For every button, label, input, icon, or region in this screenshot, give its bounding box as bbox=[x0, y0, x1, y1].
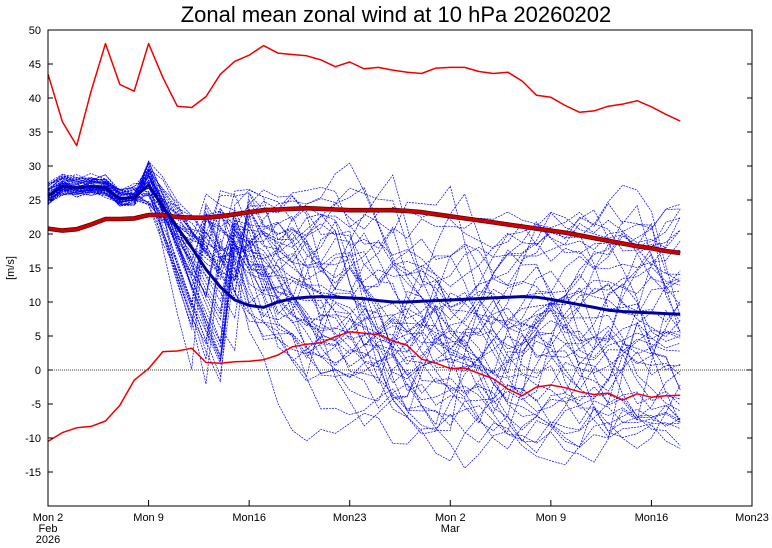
ensemble-member-line bbox=[47, 178, 681, 367]
y-tick-label: -10 bbox=[25, 433, 41, 445]
ensemble-member-line bbox=[47, 184, 681, 343]
ensemble-member-line bbox=[47, 174, 681, 466]
y-tick-label: 20 bbox=[29, 229, 41, 241]
y-tick-label: 40 bbox=[29, 93, 41, 105]
y-tick-label: -5 bbox=[31, 399, 41, 411]
ensemble-member-line bbox=[47, 160, 681, 375]
ensemble-member-line bbox=[47, 160, 681, 402]
ensemble-mean-line bbox=[47, 183, 681, 316]
ensemble-member-line bbox=[47, 160, 681, 406]
y-tick-label: 25 bbox=[29, 195, 41, 207]
ensemble-member-line bbox=[47, 179, 681, 378]
ensemble-member-line bbox=[47, 172, 681, 402]
ensemble-member-line bbox=[47, 182, 681, 462]
y-tick-label: 5 bbox=[35, 331, 41, 343]
chart-title: Zonal mean zonal wind at 10 hPa 20260202 bbox=[181, 2, 612, 27]
plot-frame bbox=[47, 29, 753, 507]
x-tick-label: Mon 9 bbox=[133, 512, 164, 524]
ensemble-member-line bbox=[47, 178, 681, 431]
y-tick-label: 35 bbox=[29, 127, 41, 139]
climatological-mean-line bbox=[47, 206, 681, 255]
ensemble-member-line bbox=[47, 178, 681, 370]
x-tick-label: Mon23 bbox=[333, 512, 367, 524]
historical-minimum-line bbox=[47, 331, 681, 443]
ensemble-member-line bbox=[47, 162, 681, 442]
ensemble-member-line bbox=[47, 183, 681, 432]
ensemble-member-line bbox=[47, 174, 681, 426]
x-tick-label: Mon23 bbox=[735, 512, 769, 524]
ensemble-member-line bbox=[47, 182, 681, 399]
series-layer bbox=[47, 42, 681, 443]
ensemble-member-layer bbox=[47, 160, 681, 469]
y-tick-label: 45 bbox=[29, 59, 41, 71]
ensemble-member-line bbox=[47, 180, 681, 446]
ensemble-member-line bbox=[47, 174, 681, 448]
ensemble-member-line bbox=[47, 173, 681, 364]
ensemble-member-line bbox=[47, 179, 681, 454]
ensemble-member-line bbox=[47, 163, 681, 450]
ensemble-member-line bbox=[47, 163, 681, 392]
y-tick-label: 30 bbox=[29, 161, 41, 173]
y-axis-label: [m/s] bbox=[5, 256, 17, 280]
ensemble-member-line bbox=[47, 174, 681, 427]
ensemble-member-line bbox=[47, 168, 681, 390]
x-tick-label: Mon 2 bbox=[435, 512, 466, 524]
ensemble-member-line bbox=[47, 171, 681, 375]
y-tick-label: 50 bbox=[29, 25, 41, 37]
x-tick-year-label: 2026 bbox=[36, 534, 60, 546]
x-tick-label: Mon16 bbox=[232, 512, 266, 524]
ensemble-member-line bbox=[47, 180, 681, 276]
x-tick-label: Mon 2 bbox=[33, 512, 64, 524]
x-tick-label: Mon 9 bbox=[536, 512, 567, 524]
x-tick-label: Mon16 bbox=[635, 512, 669, 524]
historical-maximum-line bbox=[47, 42, 681, 147]
y-tick-label: 0 bbox=[35, 365, 41, 377]
ensemble-member-line bbox=[47, 177, 681, 469]
y-tick-label: -15 bbox=[25, 467, 41, 479]
y-tick-label: 10 bbox=[29, 297, 41, 309]
y-tick-label: 15 bbox=[29, 263, 41, 275]
x-tick-month-label: Mar bbox=[441, 523, 460, 535]
x-tick-month-label: Feb bbox=[39, 523, 58, 535]
